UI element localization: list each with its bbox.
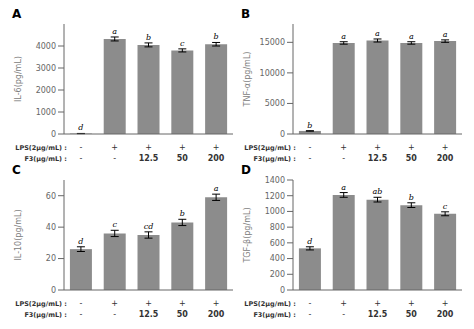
html-text:C: C	[12, 163, 21, 177]
svg-text:0: 0	[51, 130, 56, 139]
svg-text:+: +	[145, 299, 152, 308]
svg-text:c: c	[443, 202, 448, 211]
svg-text:1200: 1200	[265, 192, 285, 201]
svg-text:b: b	[214, 32, 219, 41]
svg-text:-: -	[308, 310, 311, 319]
svg-text:3000: 3000	[36, 64, 56, 73]
svg-text:+: +	[442, 299, 449, 308]
svg-text:F3(μg/mL) :: F3(μg/mL) :	[24, 155, 67, 163]
svg-text:+: +	[374, 299, 381, 308]
svg-text:a: a	[112, 27, 117, 36]
svg-text:2000: 2000	[36, 86, 56, 95]
svg-text:+: +	[179, 299, 186, 308]
svg-text:-: -	[342, 310, 345, 319]
svg-text:4000: 4000	[36, 42, 56, 51]
svg-text:1400: 1400	[265, 176, 285, 185]
svg-text:200: 200	[208, 310, 225, 319]
svg-text:40: 40	[46, 223, 56, 232]
svg-text:a: a	[214, 184, 219, 193]
svg-text:0: 0	[280, 130, 285, 139]
svg-text:d: d	[78, 237, 83, 246]
svg-text:-: -	[308, 143, 311, 152]
svg-text:50: 50	[406, 310, 418, 319]
svg-text:a: a	[341, 183, 346, 192]
svg-text:IL-6(pg/mL): IL-6(pg/mL)	[14, 56, 23, 102]
svg-text:+: +	[442, 143, 449, 152]
svg-text:F3(μg/mL) :: F3(μg/mL) :	[253, 311, 296, 319]
html-text:A: A	[12, 7, 22, 21]
svg-text:+: +	[213, 299, 220, 308]
svg-text:-: -	[308, 154, 311, 163]
svg-text:LPS(2μg/mL) :: LPS(2μg/mL) :	[15, 144, 67, 152]
svg-text:F3(μg/mL) :: F3(μg/mL) :	[253, 155, 296, 163]
svg-text:a: a	[341, 32, 346, 41]
svg-text:50: 50	[177, 154, 189, 163]
svg-text:+: +	[408, 299, 415, 308]
svg-text:a: a	[443, 30, 448, 39]
svg-text:200: 200	[208, 154, 225, 163]
svg-text:50: 50	[406, 154, 418, 163]
svg-text:F3(μg/mL) :: F3(μg/mL) :	[24, 311, 67, 319]
svg-text:d: d	[307, 237, 312, 246]
html-text:D: D	[241, 163, 251, 177]
svg-text:200: 200	[437, 154, 454, 163]
svg-text:50: 50	[177, 310, 189, 319]
svg-text:12.5: 12.5	[368, 154, 388, 163]
svg-text:+: +	[340, 143, 347, 152]
svg-text:-: -	[308, 299, 311, 308]
svg-text:20: 20	[46, 254, 56, 263]
svg-text:LPS(2μg/mL) :: LPS(2μg/mL) :	[244, 144, 296, 152]
svg-text:+: +	[374, 143, 381, 152]
svg-text:LPS(2μg/mL) :: LPS(2μg/mL) :	[244, 300, 296, 308]
svg-text:LPS(2μg/mL) :: LPS(2μg/mL) :	[15, 300, 67, 308]
svg-text:400: 400	[270, 254, 285, 263]
html-text:B: B	[241, 7, 251, 21]
svg-text:10000: 10000	[260, 69, 285, 78]
svg-text:b: b	[146, 33, 151, 42]
svg-text:12.5: 12.5	[139, 154, 159, 163]
svg-text:600: 600	[270, 239, 285, 248]
svg-text:-: -	[79, 299, 82, 308]
svg-text:+: +	[408, 143, 415, 152]
svg-text:0: 0	[51, 286, 56, 295]
svg-text:+: +	[111, 299, 118, 308]
svg-text:5000: 5000	[265, 99, 285, 108]
svg-text:-: -	[79, 143, 82, 152]
svg-text:TNF-α(pg/mL): TNF-α(pg/mL)	[243, 52, 252, 108]
svg-text:+: +	[111, 143, 118, 152]
svg-text:c: c	[112, 220, 117, 229]
svg-text:b: b	[180, 209, 185, 218]
svg-text:-: -	[342, 154, 345, 163]
svg-text:+: +	[145, 143, 152, 152]
svg-text:12.5: 12.5	[368, 310, 388, 319]
svg-text:-: -	[79, 310, 82, 319]
svg-text:0: 0	[280, 286, 285, 295]
svg-text:12.5: 12.5	[139, 310, 159, 319]
svg-text:ab: ab	[373, 187, 383, 196]
svg-text:+: +	[179, 143, 186, 152]
svg-text:cd: cd	[144, 222, 154, 231]
svg-text:200: 200	[270, 270, 285, 279]
svg-text:b: b	[409, 193, 414, 202]
svg-text:1000: 1000	[265, 207, 285, 216]
svg-text:d: d	[78, 123, 83, 132]
svg-text:60: 60	[46, 192, 56, 201]
svg-text:a: a	[375, 29, 380, 38]
svg-text:800: 800	[270, 223, 285, 232]
svg-text:-: -	[113, 310, 116, 319]
svg-text:1000: 1000	[36, 108, 56, 117]
svg-text:+: +	[213, 143, 220, 152]
svg-text:200: 200	[437, 310, 454, 319]
svg-text:-: -	[79, 154, 82, 163]
svg-text:c: c	[180, 39, 185, 48]
svg-text:IL-10(pg/mL): IL-10(pg/mL)	[14, 209, 23, 260]
svg-text:+: +	[340, 299, 347, 308]
svg-text:a: a	[409, 32, 414, 41]
svg-text:15000: 15000	[260, 38, 285, 47]
svg-text:TGF-β(pg/mL): TGF-β(pg/mL)	[243, 207, 252, 263]
svg-text:b: b	[307, 121, 312, 130]
svg-text:-: -	[113, 154, 116, 163]
